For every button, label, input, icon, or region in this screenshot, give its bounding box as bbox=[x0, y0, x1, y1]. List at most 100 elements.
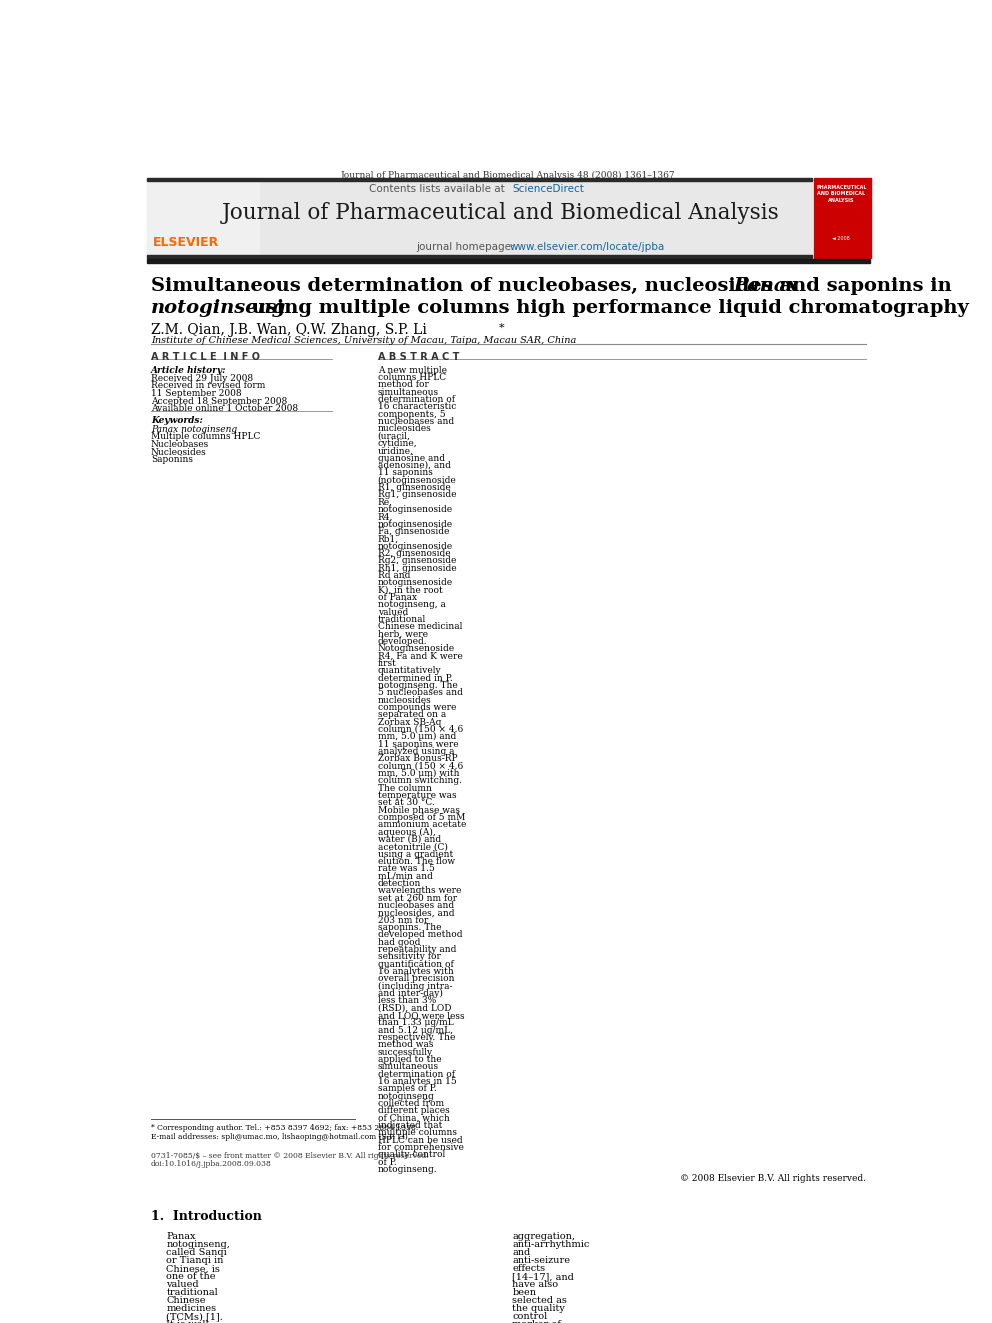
Text: elution. The flow: elution. The flow bbox=[378, 857, 454, 867]
Text: Z.M. Qian, J.B. Wan, Q.W. Zhang, S.P. Li: Z.M. Qian, J.B. Wan, Q.W. Zhang, S.P. Li bbox=[151, 323, 427, 337]
Text: set at 260 nm for: set at 260 nm for bbox=[378, 893, 457, 902]
Text: Rg1, ginsenoside: Rg1, ginsenoside bbox=[378, 491, 456, 499]
Text: marker of: marker of bbox=[512, 1320, 561, 1323]
Text: of Panax: of Panax bbox=[378, 593, 417, 602]
Text: K), in the root: K), in the root bbox=[378, 586, 442, 594]
Text: samples of P.: samples of P. bbox=[378, 1085, 436, 1093]
Bar bbox=[813, 179, 871, 258]
Text: have also: have also bbox=[512, 1281, 558, 1289]
Text: 16 analytes with: 16 analytes with bbox=[378, 967, 453, 976]
Text: R2, ginsenoside: R2, ginsenoside bbox=[378, 549, 450, 558]
Text: Keywords:: Keywords: bbox=[151, 417, 202, 426]
Text: (including intra-: (including intra- bbox=[378, 982, 452, 991]
Text: Panax: Panax bbox=[167, 1233, 195, 1241]
Text: Notoginsenoside: Notoginsenoside bbox=[378, 644, 454, 654]
Text: (notoginsenoside: (notoginsenoside bbox=[378, 475, 456, 484]
Text: The column: The column bbox=[378, 783, 432, 792]
Text: indicated that: indicated that bbox=[378, 1121, 442, 1130]
Text: valued: valued bbox=[167, 1281, 199, 1289]
Text: applied to the: applied to the bbox=[378, 1054, 441, 1064]
Text: collected from: collected from bbox=[378, 1099, 443, 1109]
Text: developed.: developed. bbox=[378, 636, 428, 646]
Text: notoginseng: notoginseng bbox=[151, 299, 287, 318]
Text: been: been bbox=[512, 1289, 537, 1297]
Text: Received 29 July 2008: Received 29 July 2008 bbox=[151, 373, 253, 382]
Text: using multiple columns high performance liquid chromatography: using multiple columns high performance … bbox=[245, 299, 969, 318]
Text: using a gradient: using a gradient bbox=[378, 849, 453, 859]
Text: journal homepage:: journal homepage: bbox=[417, 242, 518, 253]
Text: 11 September 2008: 11 September 2008 bbox=[151, 389, 241, 398]
Text: doi:10.1016/j.jpba.2008.09.038: doi:10.1016/j.jpba.2008.09.038 bbox=[151, 1160, 272, 1168]
Text: R4,: R4, bbox=[378, 512, 393, 521]
Text: 16 characteristic: 16 characteristic bbox=[378, 402, 456, 411]
Bar bbox=[147, 179, 812, 255]
Text: PHARMACEUTICAL
AND BIOMEDICAL
ANALYSIS: PHARMACEUTICAL AND BIOMEDICAL ANALYSIS bbox=[816, 185, 867, 202]
Text: the quality: the quality bbox=[512, 1304, 565, 1312]
Text: notoginseng: notoginseng bbox=[378, 1091, 434, 1101]
Text: © 2008 Elsevier B.V. All rights reserved.: © 2008 Elsevier B.V. All rights reserved… bbox=[680, 1175, 866, 1183]
Text: adenosine), and: adenosine), and bbox=[378, 460, 450, 470]
Text: Mobile phase was: Mobile phase was bbox=[378, 806, 459, 815]
Text: column switching.: column switching. bbox=[378, 777, 461, 786]
Text: 16 analytes in 15: 16 analytes in 15 bbox=[378, 1077, 456, 1086]
Text: HPLC can be used: HPLC can be used bbox=[378, 1135, 462, 1144]
Text: traditional: traditional bbox=[167, 1289, 218, 1297]
Text: repeatability and: repeatability and bbox=[378, 945, 456, 954]
Text: ScienceDirect: ScienceDirect bbox=[512, 184, 584, 194]
Text: Journal of Pharmaceutical and Biomedical Analysis: Journal of Pharmaceutical and Biomedical… bbox=[222, 201, 780, 224]
Text: set at 30 °C.: set at 30 °C. bbox=[378, 798, 434, 807]
Text: R4, Fa and K were: R4, Fa and K were bbox=[378, 652, 462, 660]
Text: notoginseng. The: notoginseng. The bbox=[378, 681, 457, 691]
Text: Article history:: Article history: bbox=[151, 365, 226, 374]
Text: Contents lists available at: Contents lists available at bbox=[369, 184, 509, 194]
Text: notoginseng.: notoginseng. bbox=[378, 1166, 437, 1174]
Text: 5 nucleobases and: 5 nucleobases and bbox=[378, 688, 462, 697]
Text: mL/min and: mL/min and bbox=[378, 872, 433, 881]
Text: nucleobases and: nucleobases and bbox=[378, 417, 453, 426]
Text: determination of: determination of bbox=[378, 394, 454, 404]
Text: 1.  Introduction: 1. Introduction bbox=[151, 1211, 262, 1222]
Text: and 5.12 μg/mL,: and 5.12 μg/mL, bbox=[378, 1025, 452, 1035]
Text: Zorbax Bonus-RP: Zorbax Bonus-RP bbox=[378, 754, 457, 763]
Text: one of the: one of the bbox=[167, 1273, 216, 1281]
Text: wavelengths were: wavelengths were bbox=[378, 886, 461, 896]
Text: sensitivity for: sensitivity for bbox=[378, 953, 440, 962]
Text: rate was 1.5: rate was 1.5 bbox=[378, 864, 434, 873]
Text: A B S T R A C T: A B S T R A C T bbox=[378, 352, 459, 363]
Text: Panax: Panax bbox=[734, 277, 799, 295]
Text: quality control: quality control bbox=[378, 1151, 445, 1159]
Text: mm, 5.0 μm) with: mm, 5.0 μm) with bbox=[378, 769, 459, 778]
Text: nucleosides: nucleosides bbox=[378, 425, 432, 433]
Text: determination of: determination of bbox=[378, 1070, 454, 1078]
Text: notoginseng,: notoginseng, bbox=[167, 1241, 230, 1249]
Text: Panax notoginseng: Panax notoginseng bbox=[151, 425, 237, 434]
Text: composed of 5 mM: composed of 5 mM bbox=[378, 812, 465, 822]
Text: Nucleobases: Nucleobases bbox=[151, 441, 209, 448]
Text: and inter-day): and inter-day) bbox=[378, 990, 442, 998]
Text: column (150 × 4.6: column (150 × 4.6 bbox=[378, 725, 463, 734]
Text: Chinese, is: Chinese, is bbox=[167, 1265, 220, 1273]
Text: of P.: of P. bbox=[378, 1158, 397, 1167]
Text: notoginsenoside: notoginsenoside bbox=[378, 541, 452, 550]
Text: overall precision: overall precision bbox=[378, 974, 454, 983]
Text: (RSD), and LOD: (RSD), and LOD bbox=[378, 1004, 451, 1012]
Text: 203 nm for: 203 nm for bbox=[378, 916, 429, 925]
Text: effects: effects bbox=[512, 1265, 546, 1273]
Text: notoginsenoside: notoginsenoside bbox=[378, 520, 452, 529]
Text: 11 saponins were: 11 saponins were bbox=[378, 740, 458, 749]
Text: and: and bbox=[512, 1249, 531, 1257]
Text: mm, 5.0 μm) and: mm, 5.0 μm) and bbox=[378, 733, 456, 741]
Text: quantification of: quantification of bbox=[378, 959, 453, 968]
Text: guanosine and: guanosine and bbox=[378, 454, 444, 463]
Text: Saponins: Saponins bbox=[151, 455, 192, 464]
Text: aggregation,: aggregation, bbox=[512, 1233, 575, 1241]
Text: quantitatively: quantitatively bbox=[378, 667, 441, 675]
Text: 0731-7085/$ – see front matter © 2008 Elsevier B.V. All rights reserved.: 0731-7085/$ – see front matter © 2008 El… bbox=[151, 1152, 429, 1160]
Text: anti-arrhythmic: anti-arrhythmic bbox=[512, 1241, 589, 1249]
Text: Simultaneous determination of nucleobases, nucleosides and saponins in: Simultaneous determination of nucleobase… bbox=[151, 277, 958, 295]
Text: uridine,: uridine, bbox=[378, 446, 414, 455]
Text: Multiple columns HPLC: Multiple columns HPLC bbox=[151, 433, 260, 442]
Text: 11 saponins: 11 saponins bbox=[378, 468, 433, 478]
Text: Rb1,: Rb1, bbox=[378, 534, 399, 544]
Text: of China, which: of China, which bbox=[378, 1114, 449, 1123]
